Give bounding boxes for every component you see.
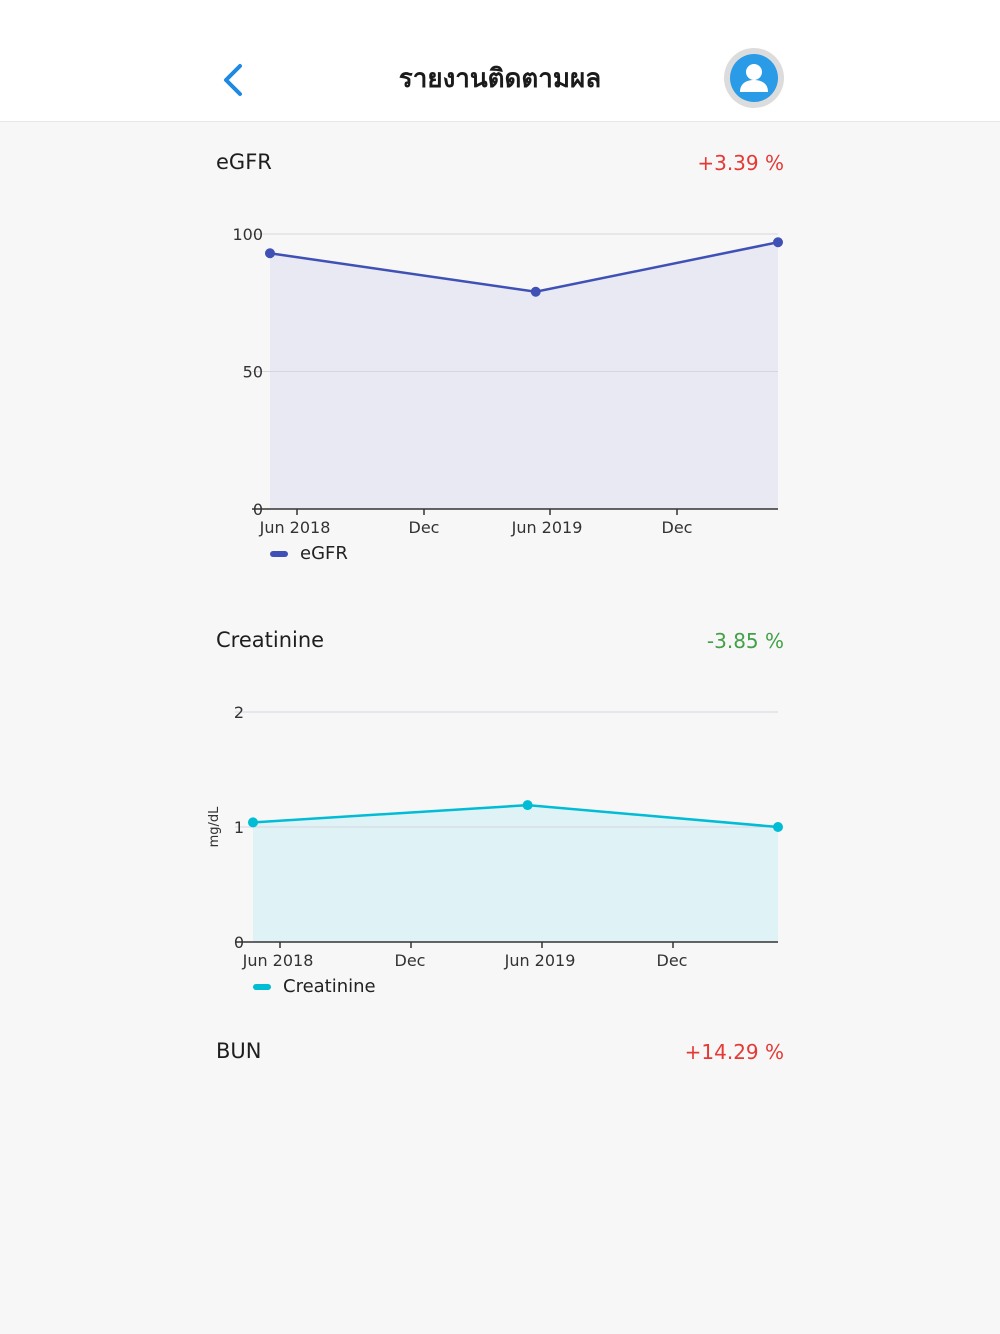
x-tick-label: Jun 2018: [242, 951, 314, 970]
section-title-egfr: eGFR: [216, 150, 272, 174]
legend-egfr: eGFR: [270, 543, 348, 564]
page-title: รายงานติดตามผล: [398, 64, 602, 94]
section-title-creatinine: Creatinine: [216, 628, 325, 652]
header-bar: รายงานติดตามผล: [0, 0, 1000, 122]
section-change-creatinine: -3.85 %: [706, 629, 784, 653]
x-tick-label: Jun 2019: [511, 518, 583, 537]
x-tick-label: Dec: [395, 951, 426, 970]
y-tick-label: 50: [243, 363, 263, 382]
legend-label-egfr: eGFR: [300, 543, 348, 564]
legend-swatch-creatinine: [253, 983, 271, 990]
x-tick-label: Dec: [662, 518, 693, 537]
x-tick-label: Dec: [657, 951, 688, 970]
section-change-bun: +14.29 %: [684, 1040, 784, 1064]
y-tick-label: 2: [234, 703, 244, 722]
data-point: [522, 800, 533, 811]
data-point: [530, 286, 541, 297]
avatar-button[interactable]: [724, 48, 784, 108]
data-point: [773, 237, 783, 248]
x-tick-label: Jun 2018: [259, 518, 331, 537]
back-button[interactable]: [214, 58, 254, 102]
data-point: [773, 822, 783, 832]
area-fill: [253, 805, 778, 942]
x-tick-label: Dec: [409, 518, 440, 537]
data-point: [248, 817, 258, 828]
area-fill: [270, 242, 778, 509]
y-tick-label: 1: [234, 818, 244, 837]
section-title-bun: BUN: [216, 1039, 262, 1063]
chevron-left-icon: [224, 64, 242, 96]
legend-swatch-egfr: [270, 550, 288, 557]
section-change-egfr: +3.39 %: [697, 151, 784, 175]
x-tick-label: Jun 2019: [504, 951, 576, 970]
legend-label-creatinine: Creatinine: [283, 976, 376, 997]
legend-creatinine: Creatinine: [253, 976, 376, 997]
user-icon: [730, 54, 778, 102]
data-point: [265, 248, 275, 259]
y-tick-label: 100: [232, 225, 263, 244]
y-axis-label: mg/dL: [207, 806, 222, 848]
